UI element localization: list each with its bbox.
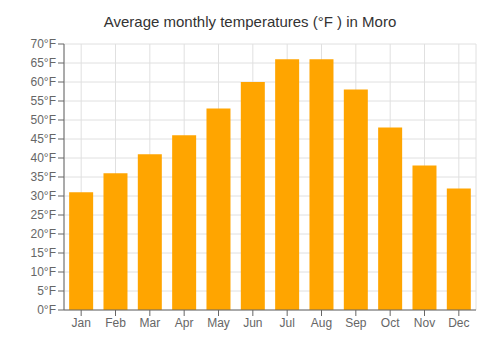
svg-text:60°F: 60°F (31, 75, 56, 89)
svg-text:25°F: 25°F (31, 208, 56, 222)
svg-text:Feb: Feb (105, 316, 126, 330)
svg-text:40°F: 40°F (31, 151, 56, 165)
svg-text:Nov: Nov (414, 316, 435, 330)
svg-text:35°F: 35°F (31, 170, 56, 184)
svg-text:Sep: Sep (345, 316, 367, 330)
svg-text:65°F: 65°F (31, 56, 56, 70)
svg-text:10°F: 10°F (31, 265, 56, 279)
svg-text:May: May (207, 316, 230, 330)
svg-text:Oct: Oct (381, 316, 400, 330)
svg-text:Jun: Jun (243, 316, 262, 330)
svg-text:0°F: 0°F (37, 303, 56, 317)
svg-text:50°F: 50°F (31, 113, 56, 127)
svg-text:70°F: 70°F (31, 37, 56, 51)
svg-text:Apr: Apr (175, 316, 194, 330)
svg-text:Jul: Jul (279, 316, 294, 330)
svg-text:5°F: 5°F (37, 284, 56, 298)
svg-text:Dec: Dec (448, 316, 469, 330)
svg-text:Mar: Mar (139, 316, 160, 330)
svg-text:Aug: Aug (311, 316, 332, 330)
svg-text:15°F: 15°F (31, 246, 56, 260)
svg-text:20°F: 20°F (31, 227, 56, 241)
svg-text:55°F: 55°F (31, 94, 56, 108)
svg-text:Jan: Jan (71, 316, 90, 330)
html-text:Average monthly temperatures (: Average monthly temperatures (°F ) in Mo… (103, 13, 397, 30)
svg-text:45°F: 45°F (31, 132, 56, 146)
svg-text:30°F: 30°F (31, 189, 56, 203)
